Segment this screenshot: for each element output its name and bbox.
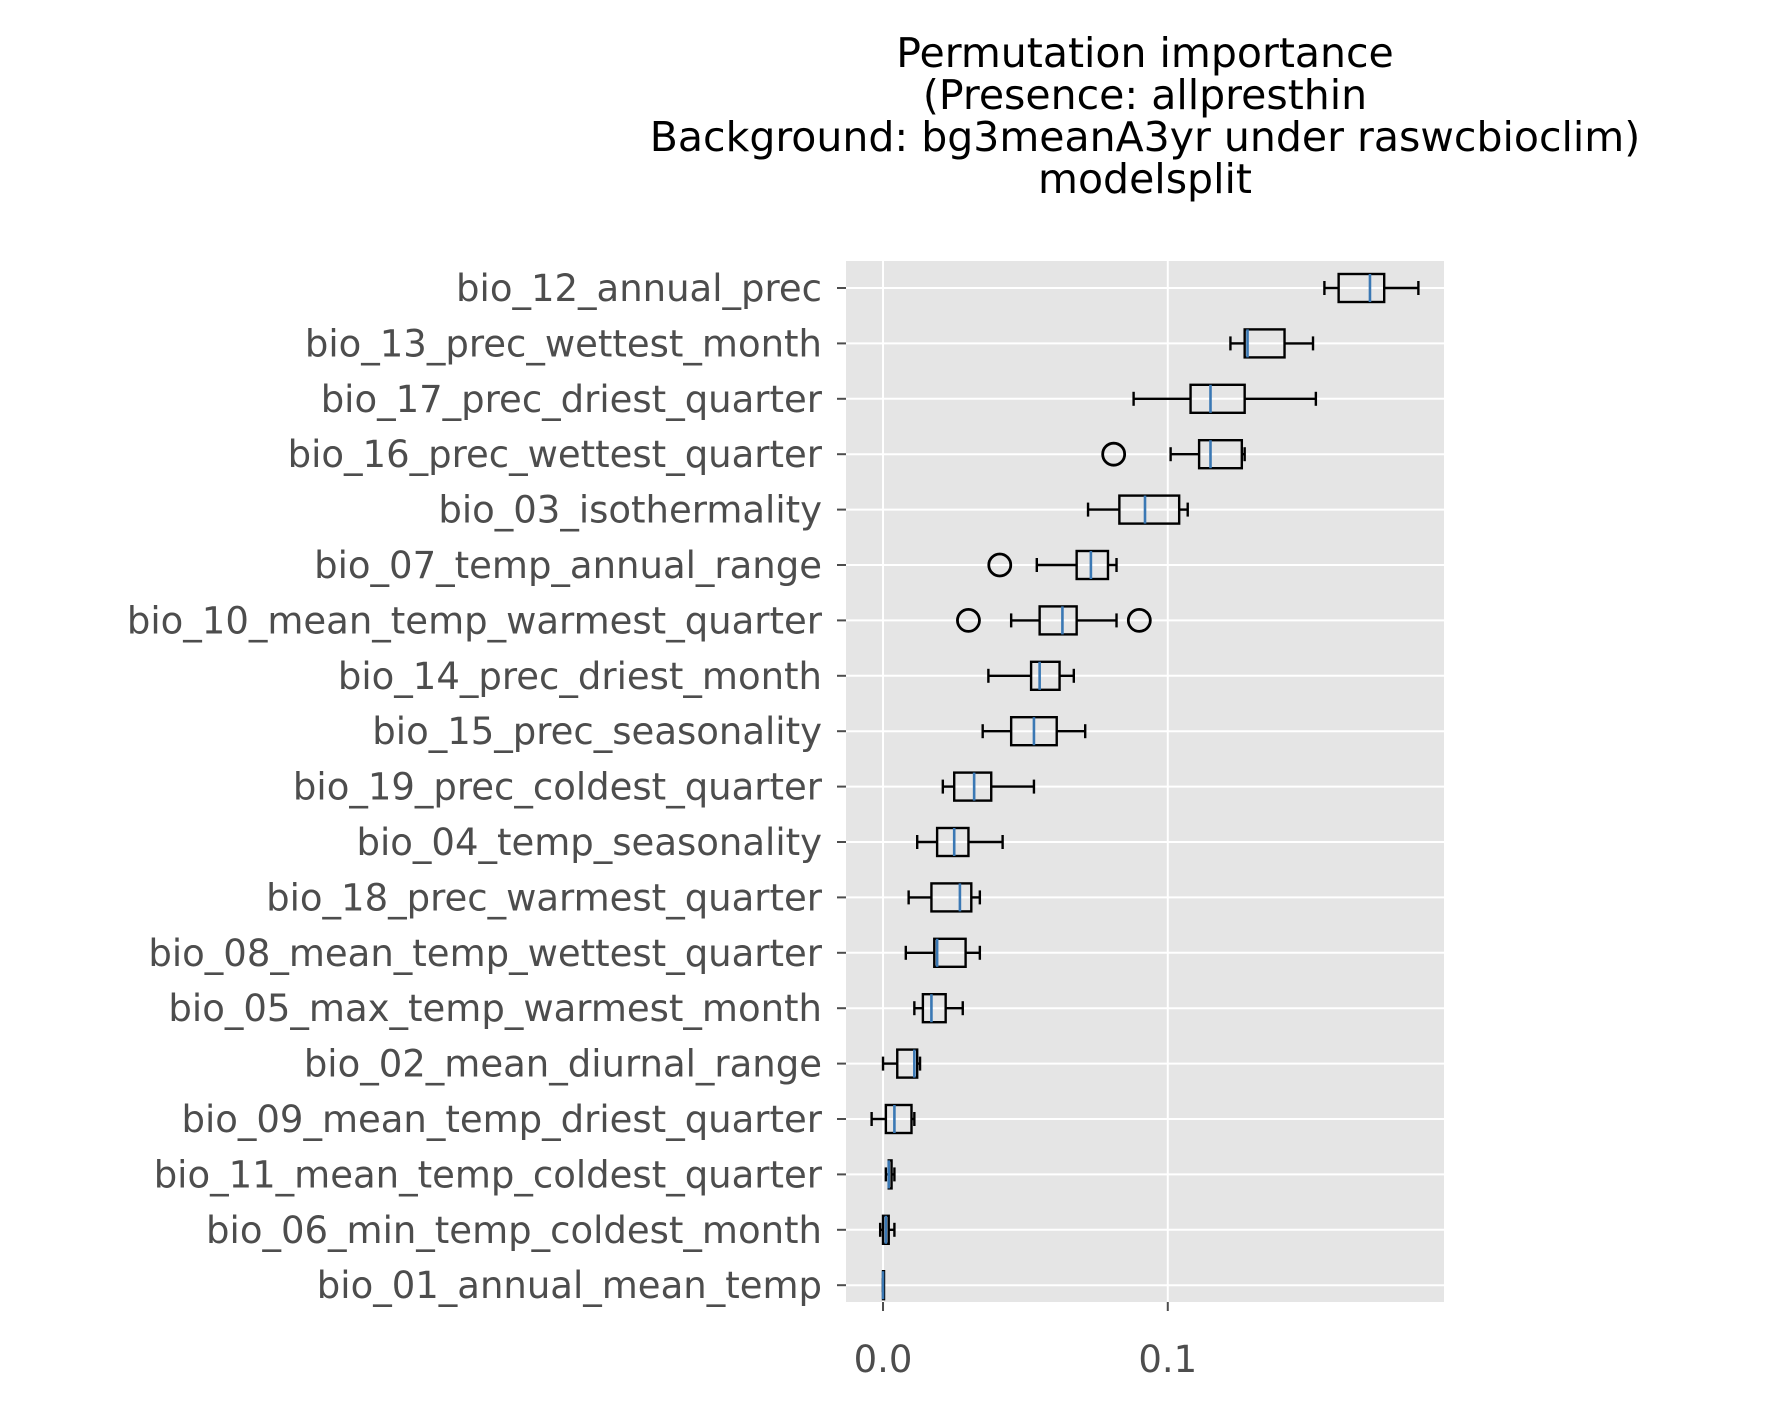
outlier-point	[987, 552, 1013, 578]
y-tick-label: bio_07_temp_annual_range	[314, 544, 822, 587]
box-iqr	[933, 937, 967, 968]
plot-area	[846, 261, 1444, 1302]
box-plots	[870, 272, 1420, 1301]
box-bio_02_mean_diurnal_range	[881, 1048, 922, 1079]
box-bio_13_prec_wettest_month	[1229, 328, 1315, 359]
x-tick-label: 0.0	[854, 1338, 913, 1381]
box-bio_03_isothermality	[1086, 494, 1189, 525]
y-tick-label: bio_18_prec_warmest_quarter	[266, 876, 823, 919]
box-iqr	[1118, 494, 1181, 525]
box-bio_12_annual_prec	[1323, 272, 1420, 304]
y-tick-label: bio_12_annual_prec	[456, 267, 822, 310]
y-tick-label: bio_16_prec_wettest_quarter	[288, 433, 823, 476]
box-bio_07_temp_annual_range	[987, 549, 1118, 581]
x-tick-label: 0.1	[1138, 1338, 1197, 1381]
box-iqr	[1189, 383, 1246, 414]
box-bio_01_annual_mean_temp	[881, 1269, 886, 1301]
y-tick-label: bio_02_mean_diurnal_range	[304, 1043, 822, 1086]
box-bio_14_prec_driest_month	[987, 660, 1076, 691]
box-iqr	[1337, 272, 1386, 304]
outlier-point	[1101, 441, 1127, 467]
y-tick-label: bio_06_min_temp_coldest_month	[206, 1209, 822, 1252]
box-iqr	[896, 1048, 919, 1079]
box-iqr	[1075, 549, 1110, 581]
box-iqr	[921, 993, 947, 1024]
box-bio_10_mean_temp_warmest_quarter	[956, 605, 1152, 636]
outlier-point	[1126, 608, 1152, 633]
box-bio_18_prec_warmest_quarter	[907, 882, 982, 913]
box-bio_17_prec_driest_quarter	[1132, 383, 1318, 414]
y-tick-label: bio_09_mean_temp_driest_quarter	[181, 1098, 822, 1141]
x-axis-ticks: 0.0 0.1	[854, 1302, 1197, 1381]
box-iqr	[1243, 328, 1286, 359]
y-tick-label: bio_13_prec_wettest_month	[305, 322, 822, 365]
title-line: modelsplit	[1038, 155, 1252, 203]
title-line: Background: bg3meanA3yr under raswcbiocl…	[650, 113, 1640, 161]
box-iqr	[884, 1103, 913, 1135]
y-tick-label: bio_04_temp_seasonality	[357, 821, 823, 864]
box-bio_08_mean_temp_wettest_quarter	[904, 937, 982, 968]
box-iqr	[930, 882, 973, 913]
box-iqr	[1038, 605, 1078, 636]
chart-title: Permutation importance(Presence: allpres…	[650, 29, 1640, 203]
title-line: Permutation importance	[896, 29, 1394, 77]
y-tick-label: bio_08_mean_temp_wettest_quarter	[148, 932, 822, 975]
y-tick-label: bio_10_mean_temp_warmest_quarter	[127, 599, 823, 642]
title-line: (Presence: allpresthin	[923, 71, 1367, 119]
box-iqr	[1029, 660, 1061, 691]
box-iqr	[1197, 439, 1244, 470]
box-bio_09_mean_temp_driest_quarter	[870, 1103, 916, 1135]
y-tick-label: bio_01_annual_mean_temp	[317, 1264, 822, 1307]
box-bio_06_min_temp_coldest_month	[878, 1214, 896, 1246]
y-tick-label: bio_05_max_temp_warmest_month	[168, 987, 822, 1030]
box-bio_15_prec_seasonality	[981, 716, 1087, 747]
box-bio_16_prec_wettest_quarter	[1101, 439, 1246, 470]
y-tick-label: bio_11_mean_temp_coldest_quarter	[154, 1153, 823, 1196]
y-tick-label: bio_14_prec_driest_month	[338, 655, 822, 698]
y-axis-ticks: bio_12_annual_prec bio_13_prec_wettest_mo…	[127, 267, 846, 1307]
box-bio_05_max_temp_warmest_month	[913, 993, 964, 1024]
outlier-point	[956, 608, 981, 633]
y-tick-label: bio_17_prec_driest_quarter	[321, 378, 823, 421]
y-tick-label: bio_19_prec_coldest_quarter	[293, 766, 823, 809]
box-bio_11_mean_temp_coldest_quarter	[884, 1159, 896, 1190]
box-iqr	[953, 771, 993, 802]
box-iqr	[935, 826, 970, 858]
box-bio_19_prec_coldest_quarter	[941, 771, 1036, 802]
y-tick-label: bio_03_isothermality	[438, 489, 822, 532]
box-bio_04_temp_seasonality	[915, 826, 1004, 858]
y-tick-label: bio_15_prec_seasonality	[372, 710, 822, 753]
